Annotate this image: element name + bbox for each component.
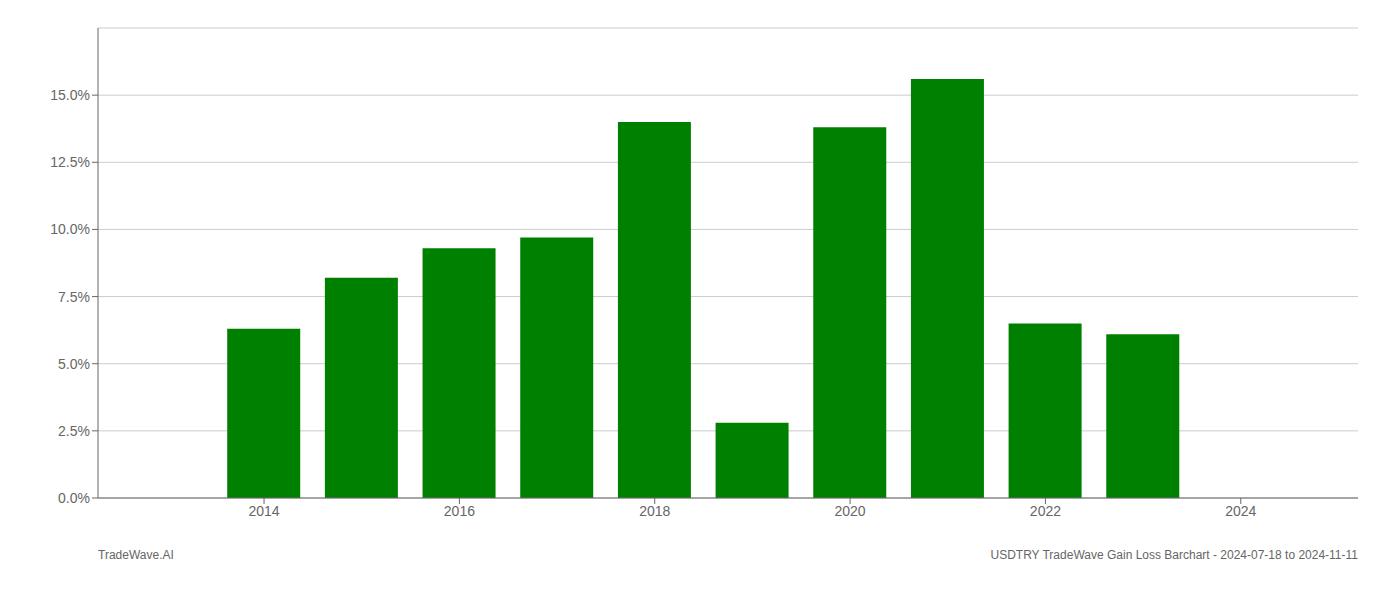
svg-text:0.0%: 0.0% [58, 490, 90, 506]
svg-text:7.5%: 7.5% [58, 289, 90, 305]
svg-text:2024: 2024 [1225, 503, 1256, 519]
svg-text:2020: 2020 [835, 503, 866, 519]
svg-text:10.0%: 10.0% [50, 221, 90, 237]
svg-text:2016: 2016 [444, 503, 475, 519]
svg-text:12.5%: 12.5% [50, 154, 90, 170]
svg-text:2014: 2014 [248, 503, 279, 519]
html-text:USDTRY TradeWave Gain Loss Bar: USDTRY TradeWave Gain Loss Barchart - 20… [990, 548, 1358, 562]
svg-text:2018: 2018 [639, 503, 670, 519]
svg-text:2022: 2022 [1030, 503, 1061, 519]
html-text:TradeWave.AI: TradeWave.AI [98, 548, 174, 562]
svg-text:2.5%: 2.5% [58, 423, 90, 439]
svg-text:15.0%: 15.0% [50, 87, 90, 103]
svg-text:5.0%: 5.0% [58, 356, 90, 372]
